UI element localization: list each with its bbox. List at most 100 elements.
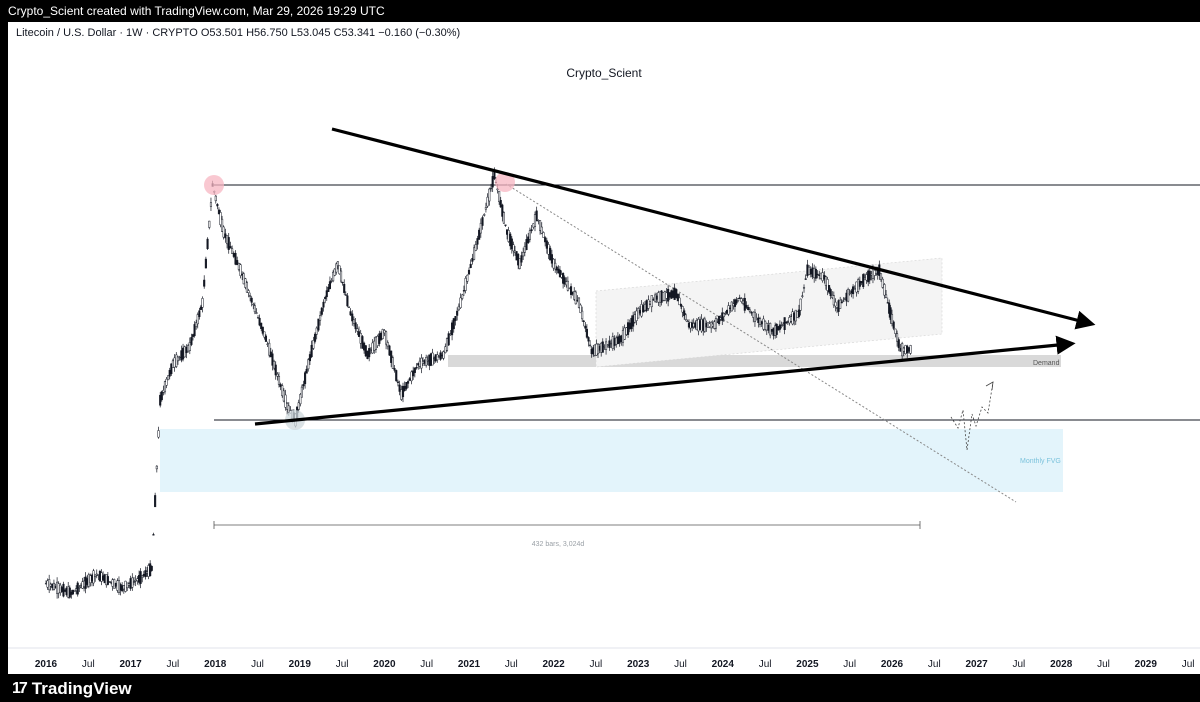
candle-body	[654, 294, 657, 302]
candle-body	[581, 310, 584, 320]
candle-body	[755, 318, 758, 320]
candle-body	[378, 333, 381, 344]
candle-body	[727, 305, 730, 315]
candle-body	[797, 309, 800, 317]
candle-body	[154, 495, 157, 508]
candle-body	[403, 386, 406, 391]
candle-body	[894, 328, 897, 334]
candle-body	[349, 311, 352, 316]
candle-body	[558, 269, 561, 278]
candle-body	[369, 349, 372, 351]
candle-body	[740, 298, 743, 302]
candle-body	[396, 381, 399, 383]
candle-body	[868, 270, 871, 281]
candle-body	[466, 274, 469, 282]
candle-body	[364, 345, 367, 357]
candle-body	[673, 287, 676, 300]
candle-body	[606, 344, 609, 346]
candle-body	[299, 394, 302, 405]
x-tick-year: 2016	[35, 659, 58, 670]
chart-panel[interactable]: Demand Monthly FVG 432 bars, 3,024d 2016 Jul…	[8, 22, 1200, 674]
candle-body	[469, 263, 472, 268]
candle-body	[351, 313, 354, 322]
candle-body	[620, 335, 623, 343]
high-2021-marker	[495, 172, 515, 192]
candle-body	[885, 294, 888, 298]
x-tick-year: 2025	[796, 659, 819, 670]
candle-body	[652, 299, 655, 301]
candle-body	[405, 382, 408, 389]
candle-body	[730, 301, 733, 312]
candle-body	[315, 327, 318, 335]
candle-body	[902, 347, 905, 352]
candle-body	[170, 363, 173, 374]
candle-body	[76, 582, 79, 595]
candle-body	[747, 307, 750, 310]
candle-body	[860, 281, 863, 284]
candle-body	[199, 306, 202, 310]
candle-body	[504, 224, 507, 226]
candle-body	[539, 220, 542, 231]
candle-body	[381, 329, 384, 339]
candle-body	[302, 384, 305, 387]
candle-body	[187, 345, 190, 352]
ath-2018-marker	[204, 175, 224, 195]
tradingview-logo[interactable]: 17 TradingView	[12, 679, 132, 699]
candle-body	[658, 291, 662, 303]
candle-body	[899, 347, 902, 352]
x-tick-month: Jul	[420, 659, 433, 670]
candle-body	[748, 309, 751, 312]
candle-body	[322, 301, 325, 308]
candle-body	[525, 239, 528, 251]
candle-body	[449, 333, 452, 335]
candle-body	[165, 378, 168, 386]
candle-body	[343, 283, 346, 293]
candle-body	[501, 204, 504, 217]
candle-body	[150, 565, 153, 571]
x-tick-month: Jul	[82, 659, 95, 670]
candle-body	[245, 282, 248, 293]
candle-body	[274, 364, 277, 376]
price-chart[interactable]: Demand Monthly FVG 432 bars, 3,024d 2016 Jul…	[8, 22, 1200, 674]
x-tick-month: Jul	[1013, 659, 1026, 670]
candle-body	[391, 357, 394, 369]
candle-body	[488, 188, 491, 202]
candle-body	[459, 297, 462, 309]
candle-body	[385, 331, 388, 345]
candle-body	[742, 300, 745, 304]
candle-body	[141, 575, 144, 578]
candle-body	[750, 312, 753, 314]
candle-body	[264, 335, 268, 342]
x-tick-month: Jul	[928, 659, 941, 670]
candle-body	[502, 212, 505, 224]
ohlc-low: L53.045	[290, 27, 331, 39]
candle-body	[537, 219, 540, 222]
candle-body	[657, 292, 660, 303]
candle-body	[760, 321, 763, 325]
x-tick-year: 2017	[119, 659, 142, 670]
projection-path	[950, 381, 994, 451]
candle-body	[642, 305, 645, 313]
candle-body	[231, 248, 234, 254]
candle-body	[126, 582, 129, 589]
candle-body	[577, 297, 581, 308]
candle-body	[840, 301, 843, 304]
candle-body	[743, 297, 746, 311]
candle-body	[388, 345, 391, 356]
x-tick-month: Jul	[336, 659, 349, 670]
candle-body	[545, 240, 548, 249]
candle-body	[671, 290, 675, 298]
candle-body	[758, 318, 762, 325]
candle-body	[152, 534, 155, 536]
candle-body	[390, 350, 393, 363]
candle-body	[638, 310, 641, 314]
candle-body	[483, 214, 486, 216]
candle-body	[897, 339, 900, 348]
candle-body	[188, 342, 191, 351]
candle-body	[476, 238, 479, 245]
candle-body	[121, 585, 124, 592]
candle-body	[632, 315, 635, 327]
candle-body	[371, 342, 374, 354]
candle-body	[530, 229, 533, 232]
candle-body	[208, 220, 211, 228]
